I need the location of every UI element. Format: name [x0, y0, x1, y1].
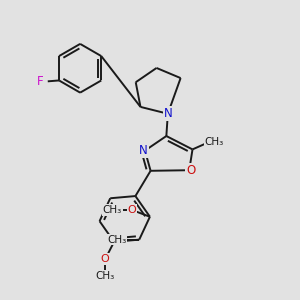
Text: N: N	[164, 107, 172, 120]
Text: N: N	[139, 144, 148, 157]
Text: F: F	[37, 75, 44, 88]
Text: O: O	[100, 254, 109, 264]
Text: CH₃: CH₃	[107, 235, 126, 245]
Text: CH₃: CH₃	[95, 271, 115, 281]
Text: CH₃: CH₃	[205, 137, 224, 147]
Text: CH₃: CH₃	[103, 205, 122, 215]
Text: O: O	[128, 205, 136, 215]
Text: O: O	[186, 164, 195, 177]
